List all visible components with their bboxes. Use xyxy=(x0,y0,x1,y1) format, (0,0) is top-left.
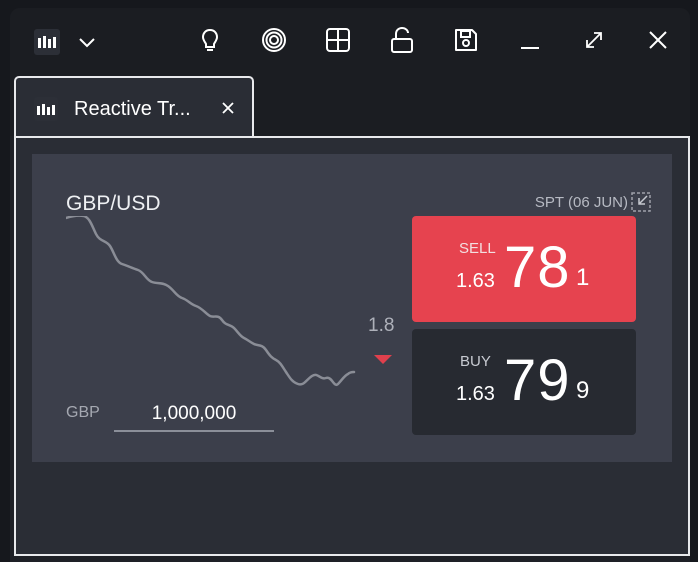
grid-icon[interactable] xyxy=(324,26,352,54)
buy-tenth-pip: 9 xyxy=(576,377,590,404)
app-window: Reactive Tr... GBP/USD SPT (06 JUN) 1.8 … xyxy=(10,8,690,562)
sell-big-figure: 1.63 xyxy=(456,270,495,292)
sell-pips: 78 xyxy=(504,235,571,300)
save-icon[interactable] xyxy=(452,26,480,54)
tab-content: GBP/USD SPT (06 JUN) 1.8 GBP SELL 1.63 7… xyxy=(14,136,690,556)
target-icon[interactable] xyxy=(260,26,288,54)
app-logo-icon[interactable] xyxy=(34,29,60,55)
unlock-icon[interactable] xyxy=(388,26,416,54)
title-bar xyxy=(10,8,690,72)
maximize-icon[interactable] xyxy=(580,26,608,54)
currency-pair: GBP/USD xyxy=(66,192,161,215)
sell-button[interactable]: SELL 1.63 78 1 xyxy=(412,216,636,322)
sell-label: SELL xyxy=(459,240,496,257)
settlement-date: SPT (06 JUN) xyxy=(534,194,628,211)
tab-close-icon[interactable] xyxy=(220,100,236,116)
chevron-down-icon[interactable] xyxy=(76,32,98,52)
price-sparkline xyxy=(66,216,356,387)
notional-input[interactable] xyxy=(114,398,274,432)
buy-button[interactable]: BUY 1.63 79 9 xyxy=(412,329,636,435)
tab-title: Reactive Tr... xyxy=(74,98,191,120)
close-icon[interactable] xyxy=(644,26,672,54)
tab-logo-icon xyxy=(34,97,58,121)
minimize-icon[interactable] xyxy=(516,26,544,54)
tearout-icon[interactable] xyxy=(630,191,652,213)
price-down-arrow-icon xyxy=(374,355,392,364)
lightbulb-icon[interactable] xyxy=(196,26,224,54)
notional-currency: GBP xyxy=(66,404,100,421)
sell-tenth-pip: 1 xyxy=(576,264,590,291)
sparkline-path xyxy=(66,216,356,387)
buy-label: BUY xyxy=(460,353,491,370)
spread-value: 1.8 xyxy=(368,315,395,336)
buy-pips: 79 xyxy=(504,348,571,413)
buy-big-figure: 1.63 xyxy=(456,383,495,405)
tab-reactive-trader[interactable]: Reactive Tr... xyxy=(14,76,254,138)
spot-tile: GBP/USD SPT (06 JUN) 1.8 GBP SELL 1.63 7… xyxy=(32,154,672,462)
